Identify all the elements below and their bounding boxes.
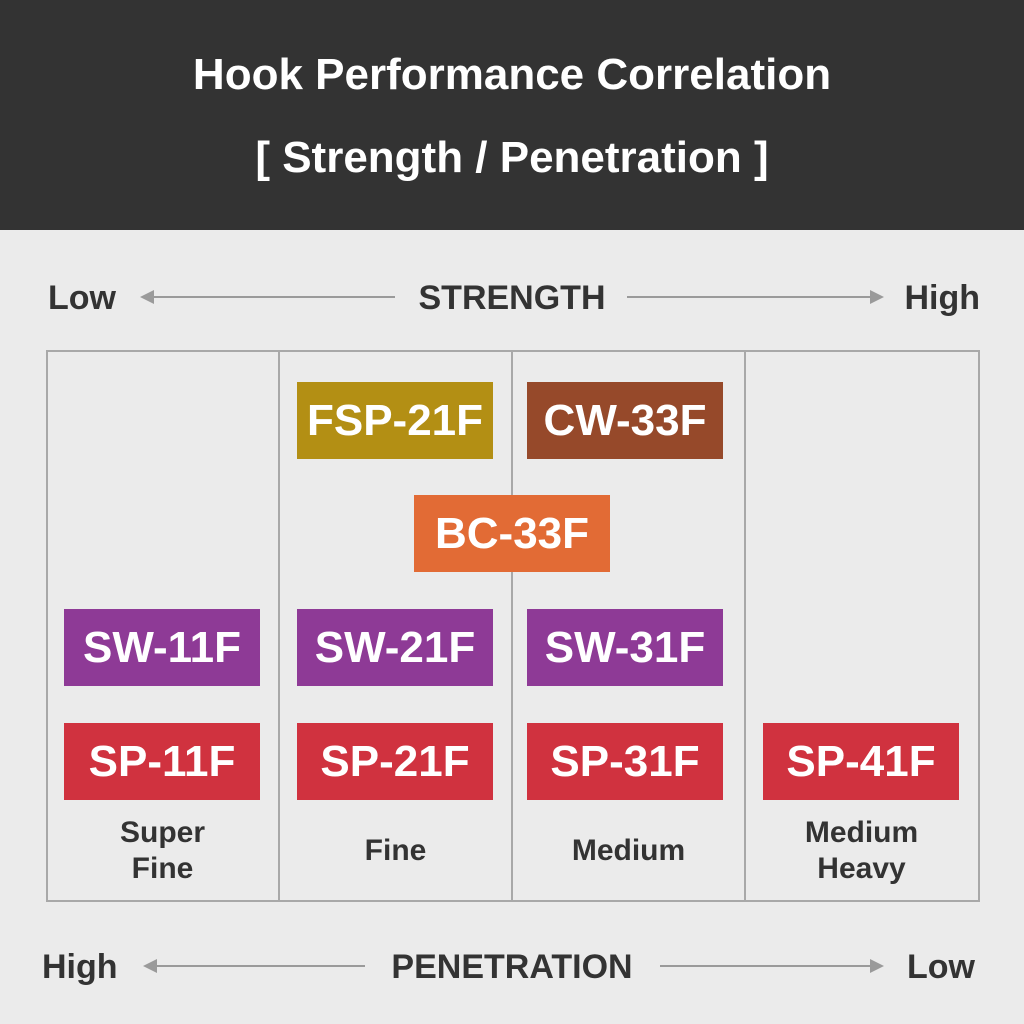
column-label: Medium Heavy	[745, 815, 978, 887]
label-line: Super	[119, 816, 206, 849]
hook-box: CW-33F	[527, 382, 723, 459]
hook-box: SP-31F	[527, 723, 723, 800]
arrow-line	[150, 296, 395, 298]
divider	[511, 350, 513, 902]
arrow-head	[870, 959, 884, 973]
arrow-line	[153, 965, 365, 967]
hook-box: SW-11F	[64, 609, 260, 686]
hook-box: SP-41F	[763, 723, 959, 800]
arrow-head	[143, 959, 157, 973]
strength-label: STRENGTH	[418, 279, 606, 317]
strength-high: High	[904, 279, 980, 317]
penetration-low: Low	[907, 948, 975, 986]
column-label: Fine	[279, 833, 512, 869]
hook-box: FSP-21F	[297, 382, 493, 459]
strength-low: Low	[48, 279, 116, 317]
arrow-line	[627, 296, 872, 298]
arrow-head	[140, 290, 154, 304]
hook-box: SP-21F	[297, 723, 493, 800]
label-line: Heavy	[817, 852, 906, 885]
subtitle: [ Strength / Penetration ]	[255, 133, 769, 182]
penetration-high: High	[42, 948, 118, 986]
label-line: Fine	[364, 834, 427, 867]
header: Hook Performance Correlation [ Strength …	[0, 0, 1024, 230]
hook-box: SW-31F	[527, 609, 723, 686]
hook-box: SW-21F	[297, 609, 493, 686]
divider	[278, 350, 280, 902]
column-label: Medium	[512, 833, 745, 869]
label-line: Medium	[804, 816, 919, 849]
divider	[744, 350, 746, 902]
arrow-head	[870, 290, 884, 304]
hook-box: BC-33F	[414, 495, 610, 572]
arrow-line	[660, 965, 872, 967]
grid	[46, 350, 980, 902]
penetration-label: PENETRATION	[391, 948, 633, 986]
label-line: Medium	[571, 834, 686, 867]
hook-box: SP-11F	[64, 723, 260, 800]
label-line: Fine	[131, 852, 194, 885]
title: Hook Performance Correlation	[192, 50, 832, 99]
column-label: Super Fine	[46, 815, 279, 887]
